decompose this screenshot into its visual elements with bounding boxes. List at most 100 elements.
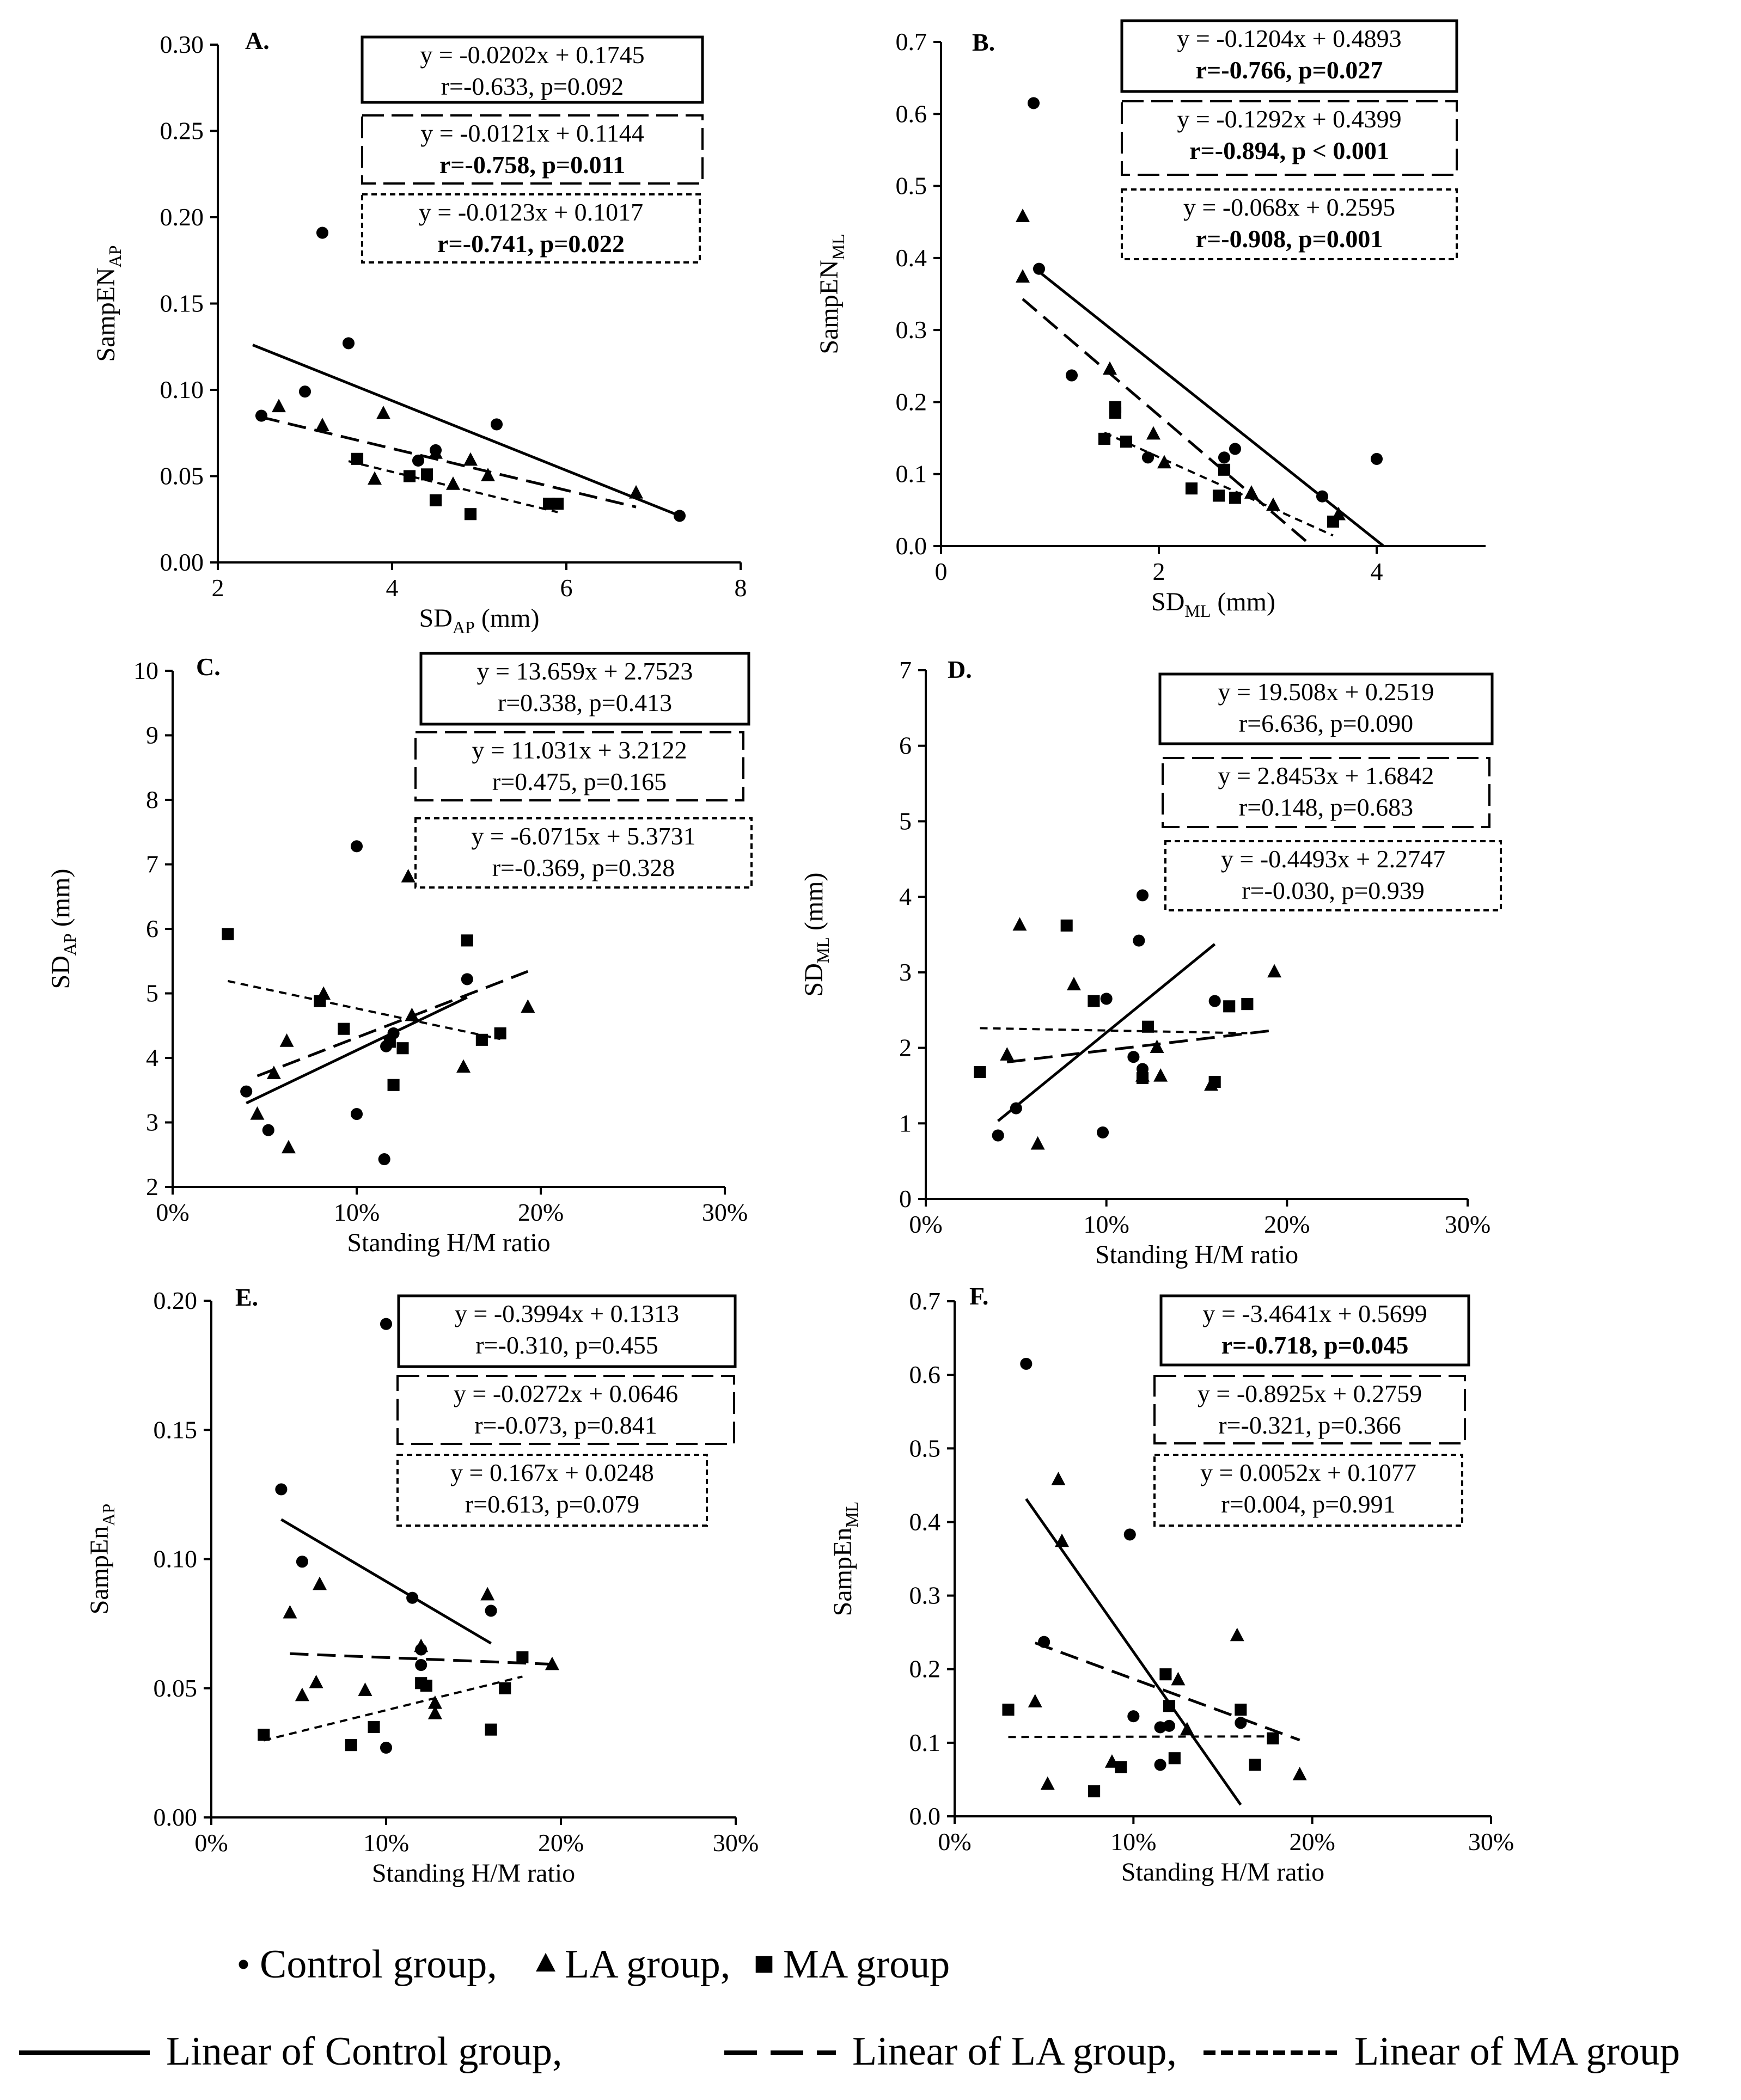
stat-box-dashed (396, 1375, 735, 1445)
data-point-triangle (1066, 977, 1081, 990)
stat-box-dotted (414, 817, 753, 889)
data-point-square (1185, 482, 1198, 495)
y-tick-label: 5 (899, 807, 912, 835)
x-tick-label: 20% (538, 1829, 584, 1857)
y-axis-label-sub: ML (842, 1502, 862, 1528)
regression-stats: r=-0.908, p=0.001 (1196, 225, 1383, 253)
y-axis-label-sub: ML (813, 937, 833, 963)
data-point-triangle (1000, 1047, 1015, 1061)
data-point-square (403, 470, 416, 482)
y-tick-label: 7 (146, 850, 158, 878)
regression-equation: y = -0.0202x + 0.1745 (420, 41, 644, 69)
y-tick-label: 0.0 (896, 532, 927, 560)
data-point-circle (1141, 451, 1154, 464)
data-point-square (345, 1739, 357, 1752)
regression-stats: r=-0.073, p=0.841 (474, 1411, 657, 1439)
fit-line-dotted (227, 979, 501, 1040)
y-axis-label-unit: (mm) (799, 873, 828, 938)
y-tick-label: 0.5 (896, 172, 927, 200)
data-point-triangle (358, 1682, 372, 1696)
legend-marker-circle (239, 1960, 248, 1969)
data-point-triangle (414, 1638, 429, 1652)
data-point-circle (1127, 1710, 1140, 1723)
data-point-circle (1033, 262, 1046, 275)
data-point-circle (1127, 1051, 1140, 1063)
fit-line-solid (997, 943, 1216, 1122)
data-point-circle (275, 1483, 288, 1496)
data-point-circle (262, 1124, 274, 1136)
y-tick-label: 0.05 (160, 462, 204, 490)
stat-box-dotted (1153, 1454, 1463, 1527)
data-point-square (551, 498, 564, 510)
x-tick-label: 20% (1264, 1210, 1310, 1238)
data-point-triangle (250, 1106, 265, 1120)
regression-stats: r=-0.310, p=0.455 (475, 1331, 658, 1359)
regression-stats: r=-0.030, p=0.939 (1242, 877, 1425, 904)
legend: Control group, LA group, MA group Linear of… (19, 1942, 1680, 2074)
stat-box-dotted (1164, 840, 1502, 911)
data-point-square (1098, 432, 1111, 445)
fit-line-dotted (1104, 431, 1334, 537)
x-tick-label: 2 (1153, 558, 1165, 585)
fit-line-solid (1025, 1498, 1242, 1806)
y-tick-label: 0.25 (160, 117, 204, 145)
y-tick-label: 3 (899, 958, 912, 986)
fit-line-dashed (1034, 1642, 1300, 1742)
data-point-circle (378, 1153, 390, 1166)
y-tick-label: 0.30 (160, 30, 204, 58)
data-point-triangle (281, 1140, 296, 1154)
regression-stats: r=0.613, p=0.079 (465, 1490, 639, 1518)
panel-label: A. (245, 27, 270, 54)
data-point-square (974, 1066, 986, 1079)
data-point-triangle (1030, 1136, 1045, 1150)
x-tick-label: 8 (735, 574, 747, 602)
data-point-circle (992, 1129, 1004, 1142)
data-point-circle (1010, 1102, 1022, 1115)
y-axis-label: SDAP (mm) (46, 869, 80, 989)
data-point-square (1249, 1759, 1261, 1771)
data-point-circle (490, 418, 503, 431)
legend-label: Linear of Control group, (166, 2029, 563, 2074)
x-tick-label: 6 (560, 574, 573, 602)
y-axis-label-unit: (mm) (46, 869, 75, 934)
data-point-triangle (1150, 1039, 1164, 1053)
data-point-square (494, 1027, 506, 1040)
data-point-square (222, 928, 234, 940)
panel-label: E. (235, 1283, 258, 1311)
data-point-square (1212, 489, 1225, 502)
data-point-triangle (1180, 1722, 1194, 1736)
data-point-circle (1096, 1126, 1109, 1138)
y-tick-label: 0.0 (909, 1802, 941, 1830)
x-axis-label-main: SD (419, 604, 453, 633)
regression-equation: y = 2.8453x + 1.6842 (1218, 762, 1434, 789)
data-point-triangle (315, 418, 329, 431)
x-axis-label-main: Standing H/M ratio (1121, 1858, 1324, 1887)
x-axis-label: SDML (mm) (1151, 587, 1275, 621)
y-tick-label: 2 (146, 1173, 158, 1201)
data-point-square (1141, 1020, 1154, 1033)
fit-line-dashed (1006, 1028, 1275, 1064)
fit-line-solid (246, 996, 468, 1105)
panel-c: 2 3 4 5 6 7 8 9 10 0% 10% 20% 30% C. Standing H/M rati… (46, 652, 753, 1257)
legend-label: MA group (783, 1942, 950, 1987)
regression-equation: y = -6.0715x + 5.3731 (471, 822, 695, 850)
regression-stats: r=0.338, p=0.413 (498, 689, 672, 717)
x-axis-label: SDAP (mm) (419, 604, 540, 637)
stat-box-solid (1158, 672, 1494, 745)
regression-equation: y = -0.068x + 0.2595 (1183, 193, 1395, 221)
x-tick-label: 30% (1468, 1828, 1514, 1856)
y-tick-label: 0.05 (154, 1674, 198, 1702)
x-axis-label-main: Standing H/M ratio (347, 1228, 550, 1257)
y-axis-label-sub: AP (105, 245, 125, 267)
data-point-square (420, 1679, 432, 1692)
panel-a: 0.000.050.100.150.200.250.302 4 6 8A.SDAP (… (91, 27, 747, 637)
data-point-circle (461, 973, 473, 985)
stat-box-dashed (1121, 100, 1458, 176)
y-axis-label: SampENAP (91, 245, 125, 362)
data-point-square (368, 1721, 380, 1733)
data-point-square (258, 1729, 270, 1741)
data-point-circle (350, 840, 363, 853)
x-axis-label-sub: ML (1184, 601, 1211, 621)
regression-stats: r=-0.766, p=0.027 (1196, 56, 1383, 84)
